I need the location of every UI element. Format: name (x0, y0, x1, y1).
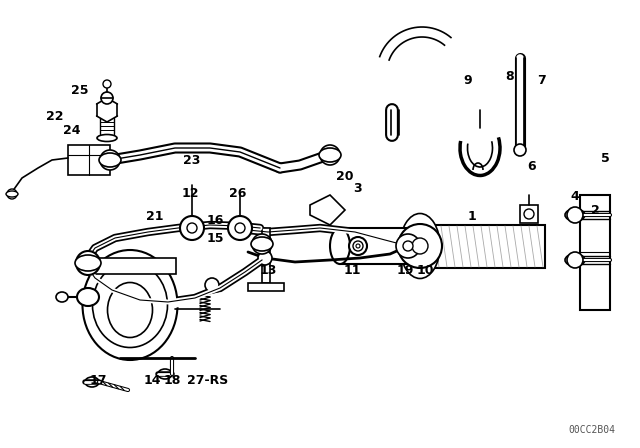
Circle shape (398, 224, 442, 268)
Text: 12: 12 (181, 186, 199, 199)
Circle shape (103, 80, 111, 88)
Text: 7: 7 (538, 73, 547, 86)
Circle shape (258, 251, 272, 265)
Text: 19: 19 (396, 263, 413, 276)
Bar (262, 228, 270, 283)
Circle shape (258, 236, 272, 250)
Circle shape (524, 209, 534, 219)
Circle shape (320, 145, 340, 165)
Ellipse shape (349, 237, 367, 255)
Bar (520, 205, 538, 223)
Circle shape (7, 189, 17, 199)
Text: 15: 15 (206, 232, 224, 245)
Text: 26: 26 (229, 186, 246, 199)
Text: 3: 3 (353, 181, 362, 194)
Ellipse shape (75, 255, 101, 271)
Text: 24: 24 (63, 124, 81, 137)
Ellipse shape (251, 237, 273, 251)
Circle shape (180, 216, 204, 240)
Text: 9: 9 (464, 73, 472, 86)
Bar (420, 225, 545, 268)
Ellipse shape (565, 209, 585, 221)
Polygon shape (310, 195, 345, 225)
Ellipse shape (356, 244, 360, 248)
Ellipse shape (330, 228, 350, 264)
Circle shape (403, 241, 413, 251)
Bar (88, 258, 176, 274)
Ellipse shape (56, 292, 68, 302)
Circle shape (514, 144, 526, 156)
Ellipse shape (93, 263, 168, 348)
Circle shape (396, 234, 420, 258)
Ellipse shape (565, 254, 585, 266)
Ellipse shape (99, 153, 121, 167)
Ellipse shape (108, 283, 152, 337)
Ellipse shape (97, 134, 117, 142)
Circle shape (567, 207, 583, 223)
Text: 1: 1 (468, 210, 476, 223)
Circle shape (567, 252, 583, 268)
Circle shape (228, 216, 252, 240)
Circle shape (101, 92, 113, 104)
Text: 14: 14 (143, 374, 161, 387)
Circle shape (187, 223, 197, 233)
Circle shape (235, 223, 245, 233)
Circle shape (205, 278, 219, 292)
Text: 4: 4 (571, 190, 579, 202)
Circle shape (412, 238, 428, 254)
Ellipse shape (319, 148, 341, 162)
Ellipse shape (405, 221, 435, 271)
Text: 5: 5 (600, 151, 609, 164)
Bar (248, 283, 284, 291)
Text: 6: 6 (528, 159, 536, 172)
Bar (580, 195, 610, 310)
Circle shape (252, 234, 272, 254)
Circle shape (76, 251, 100, 275)
Ellipse shape (353, 241, 363, 251)
Text: 23: 23 (183, 154, 201, 167)
Ellipse shape (158, 369, 172, 379)
Text: 10: 10 (416, 263, 434, 276)
Text: 2: 2 (591, 203, 600, 216)
Ellipse shape (83, 250, 177, 360)
Bar (68, 145, 110, 175)
Text: 22: 22 (46, 109, 64, 122)
Text: 17: 17 (89, 374, 107, 387)
Text: 25: 25 (71, 83, 89, 96)
Text: 18: 18 (163, 374, 180, 387)
Ellipse shape (85, 377, 99, 387)
Text: 13: 13 (259, 263, 276, 276)
Bar (340, 228, 420, 264)
Circle shape (100, 150, 120, 170)
Ellipse shape (77, 288, 99, 306)
Text: 20: 20 (336, 169, 354, 182)
Ellipse shape (6, 191, 18, 197)
Text: 16: 16 (206, 214, 224, 227)
Ellipse shape (400, 214, 440, 279)
Text: 00CC2B04: 00CC2B04 (568, 425, 615, 435)
Polygon shape (380, 27, 451, 60)
Text: 27-RS: 27-RS (188, 374, 228, 387)
Text: 8: 8 (506, 69, 515, 82)
Text: 11: 11 (343, 263, 361, 276)
Text: 21: 21 (147, 210, 164, 223)
